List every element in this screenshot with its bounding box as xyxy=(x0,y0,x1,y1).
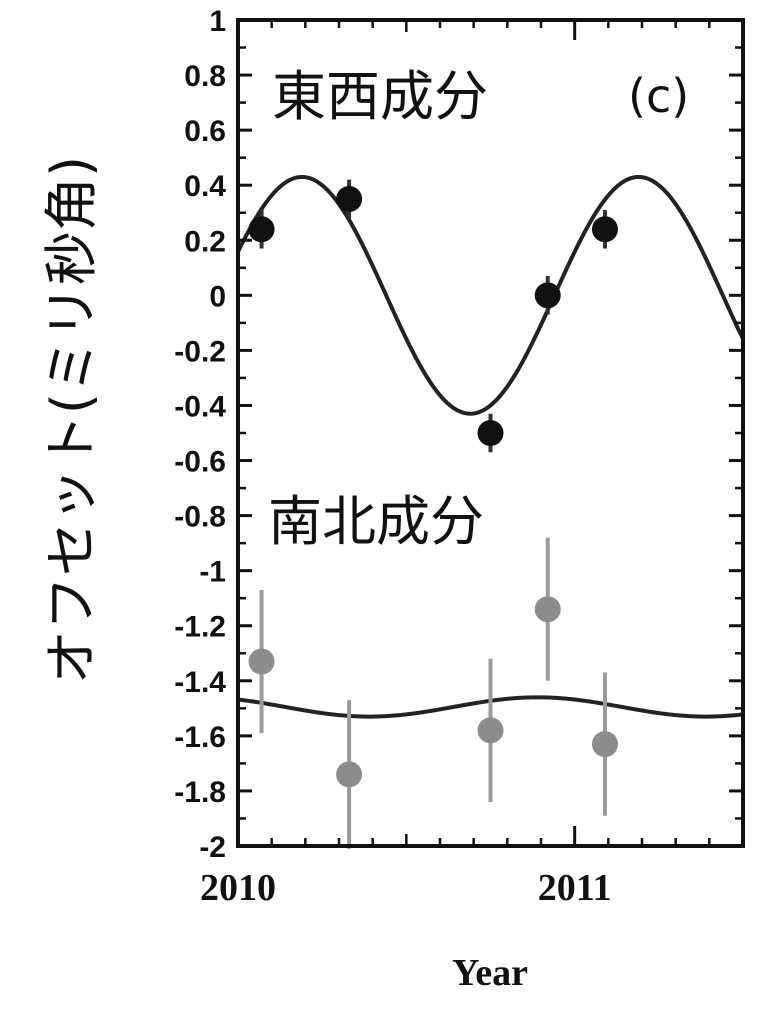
data-point-north-south xyxy=(591,731,618,758)
plot-area xyxy=(236,174,745,849)
y-tick-label: 0.2 xyxy=(184,225,226,258)
x-tick-label: 2010 xyxy=(200,867,276,909)
x-axis-title: Year xyxy=(452,952,528,994)
data-point-east-west xyxy=(248,216,275,243)
y-tick-label: 0.4 xyxy=(184,170,226,203)
panel-label: (c) xyxy=(628,69,689,123)
y-tick-label: -0.2 xyxy=(174,335,226,368)
y-tick-label: 1 xyxy=(209,5,226,38)
y-tick-label: -0.4 xyxy=(174,390,226,423)
y-tick-label: -1.4 xyxy=(174,666,226,699)
y-tick-label: -1.6 xyxy=(174,721,226,754)
y-tick-label: -2 xyxy=(199,831,226,864)
y-tick-label: -1 xyxy=(199,556,226,589)
y-tick-label: -1.8 xyxy=(174,776,226,809)
data-point-north-south xyxy=(534,596,561,623)
y-tick-label: -1.2 xyxy=(174,611,226,644)
data-point-east-west xyxy=(336,185,363,212)
data-point-east-west xyxy=(477,420,504,446)
data-point-east-west xyxy=(591,216,618,243)
y-axis-title: オフセット(ミリ秒角) xyxy=(40,156,103,684)
axes: 1 0.8 0.6 0.4 0.2 0 -0.2 -0.4 -0.6 -0.8 -1 -1.2 -1.4… xyxy=(174,5,745,909)
data-point-north-south xyxy=(477,717,504,744)
data-point-east-west xyxy=(534,282,561,309)
series-label-east-west: 東西成分 xyxy=(272,65,488,128)
y-tick-label: 0 xyxy=(209,280,226,313)
y-tick-label: 0.6 xyxy=(184,115,226,148)
fit-curve-east-west xyxy=(236,174,745,416)
data-point-north-south xyxy=(336,761,363,788)
data-point-north-south xyxy=(248,648,275,675)
y-tick-label: -0.6 xyxy=(174,446,226,479)
x-tick-label: 2011 xyxy=(538,867,612,909)
series-label-north-south: 南北成分 xyxy=(268,490,484,553)
y-tick-label: 0.8 xyxy=(184,60,226,93)
y-tick-label: -0.8 xyxy=(174,501,226,534)
